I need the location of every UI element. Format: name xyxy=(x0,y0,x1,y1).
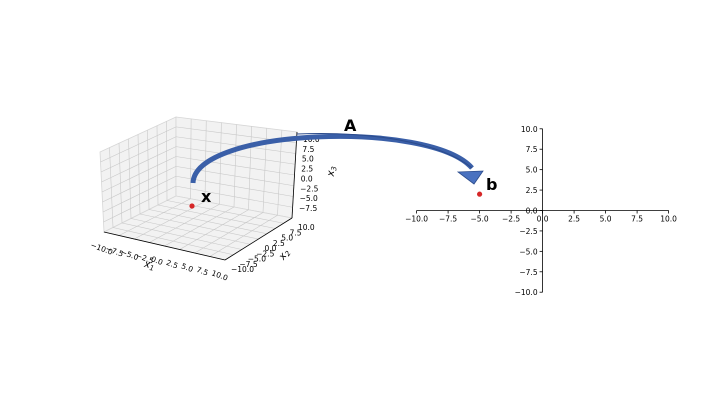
x2-tick-label: 5.0 xyxy=(281,234,293,243)
plot-3d: −10.0−7.5−5.0−2.50.0 2.5 5.0 7.5 10.0 −10.0−… xyxy=(89,116,339,283)
x3-tick-label: 0.0 xyxy=(301,174,313,183)
x1-tick-label: 5.0 xyxy=(180,261,195,274)
x-tick-label: −5.0 xyxy=(470,215,488,224)
arrow-body-thin xyxy=(296,133,473,169)
x2-tick-label: −10.0 xyxy=(231,265,254,274)
x2-tick-labels: −10.0−7.5−5.0−2.50.02.55.07.510.0 xyxy=(231,223,315,274)
grid-line xyxy=(179,209,249,250)
y-tick-label: 10.0 xyxy=(521,125,538,134)
grid-line xyxy=(156,125,159,206)
x3-axis-line xyxy=(291,131,298,219)
grid-line xyxy=(157,204,276,229)
x2-tick-label: −7.5 xyxy=(239,260,257,269)
point-b xyxy=(477,191,483,197)
y-tick-label: 7.5 xyxy=(526,145,538,154)
x-tick-label: 10.0 xyxy=(660,215,677,224)
x3-tick-label: 5.0 xyxy=(302,155,314,164)
grid-line xyxy=(175,156,295,176)
arrow-body xyxy=(190,133,474,184)
y-tick-marks: −10.0 −7.5 −5.0 −2.5 0.0 2.5 5.0 7.5 10.0 xyxy=(515,125,543,297)
x2-axis-line xyxy=(224,217,293,261)
x1-tick-label: 0.0 xyxy=(150,254,165,267)
label-x: x xyxy=(201,187,212,206)
x1-tick-label: 7.5 xyxy=(195,265,210,278)
grid-line xyxy=(175,136,296,154)
grid-line xyxy=(175,146,296,165)
x-tick-label: −7.5 xyxy=(439,215,457,224)
grid-line xyxy=(139,213,259,240)
grid-line xyxy=(248,126,252,210)
x2-tick-label: 2.5 xyxy=(273,239,285,248)
x2-tick-label: 7.5 xyxy=(290,228,302,237)
grid-line xyxy=(194,212,264,254)
x2-tick-label: −2.5 xyxy=(256,249,274,258)
transform-arrow: A xyxy=(190,116,484,185)
x-tick-marks: −10.0 −7.5 −5.0 −2.5 0.0 2.5 5.0 7.5 10.0 xyxy=(405,210,677,224)
y-tick-label: −10.0 xyxy=(515,288,538,297)
x-tick-label: −10.0 xyxy=(405,215,428,224)
y-tick-label: 2.5 xyxy=(526,186,538,195)
grid-line xyxy=(147,130,150,210)
arrow-head xyxy=(456,170,484,185)
grid-line xyxy=(100,126,177,163)
x-tick-label: 5.0 xyxy=(600,215,612,224)
y-tick-label: 0.0 xyxy=(526,207,538,216)
plot-2d: −10.0 −7.5 −5.0 −2.5 0.0 2.5 5.0 7.5 10.0 −10.0−… xyxy=(405,125,677,297)
x1-tick-label: 10.0 xyxy=(210,268,229,282)
x-tick-label: 0.0 xyxy=(537,215,549,224)
x2-axis-label: x2 xyxy=(276,247,293,264)
grid-line xyxy=(166,121,168,201)
y-tick-label: 5.0 xyxy=(526,166,538,175)
grid-line xyxy=(277,130,283,216)
x3-tick-label: −2.5 xyxy=(300,184,318,193)
x2-tick-label: 10.0 xyxy=(298,223,315,232)
grid-line xyxy=(101,146,177,183)
x3-tick-labels: −7.5−5.0−2.50.02.55.07.510.0 xyxy=(299,135,320,213)
y-tick-label: −2.5 xyxy=(519,227,537,236)
point-x xyxy=(189,203,195,209)
x3-tick-label: 2.5 xyxy=(301,165,313,174)
y-tick-label: −7.5 xyxy=(519,268,537,277)
x2-tick-label: 0.0 xyxy=(265,244,277,253)
grid-line xyxy=(209,214,278,257)
grid-line xyxy=(100,136,177,173)
y-tick-label: −5.0 xyxy=(519,247,537,256)
data-points xyxy=(477,191,483,197)
x3-tick-label: 7.5 xyxy=(302,145,314,154)
x3-tick-label: −5.0 xyxy=(300,194,318,203)
grid-line xyxy=(148,209,267,235)
x1-axis-line xyxy=(103,231,226,261)
x-tick-label: 2.5 xyxy=(568,215,580,224)
label-A: A xyxy=(344,116,357,135)
x1-tick-label: 2.5 xyxy=(165,258,180,271)
x3-axis-label: x3 xyxy=(326,166,339,178)
x3-tick-label: −7.5 xyxy=(299,204,317,213)
x-tick-label: 7.5 xyxy=(631,215,643,224)
label-b: b xyxy=(486,175,497,194)
x-tick-label: −2.5 xyxy=(502,215,520,224)
grid-line xyxy=(166,200,284,224)
x2-tick-label: −5.0 xyxy=(248,255,266,264)
grid-line xyxy=(101,156,177,193)
